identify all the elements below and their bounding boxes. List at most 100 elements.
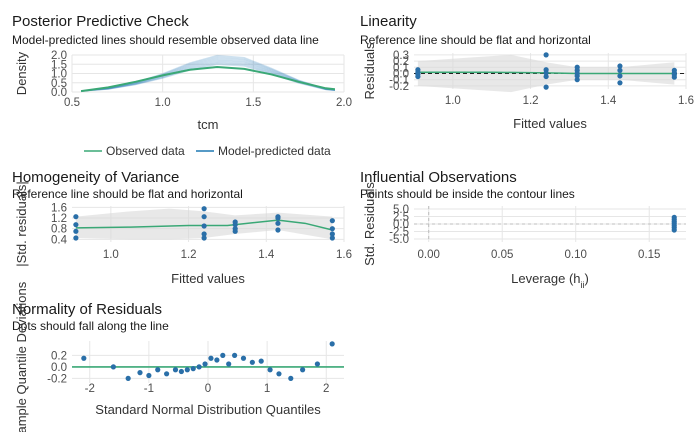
homogeneity-point <box>329 231 335 237</box>
ppc-ytick: 0.0 <box>51 87 67 99</box>
linearity-point <box>543 84 549 90</box>
linearity-point <box>617 73 623 79</box>
normality-ytick: -0.2 <box>47 373 67 385</box>
linearity-point <box>617 63 623 69</box>
homogeneity-title: Homogeneity of Variance <box>12 169 179 186</box>
normality-point <box>329 341 335 347</box>
influential-ytick: 5.0 <box>393 204 409 216</box>
homogeneity-ytick: 1.2 <box>51 213 67 225</box>
normality-point <box>240 355 247 361</box>
homogeneity-xtick: 1.6 <box>336 249 352 261</box>
linearity-ytick: 0.3 <box>393 50 409 62</box>
influential-xtick: 0.10 <box>565 249 587 261</box>
ppc-ytick: 1.5 <box>51 59 67 71</box>
normality-subtitle: Dots should fall along the line <box>12 319 169 333</box>
homogeneity-ytick: 1.6 <box>51 202 67 214</box>
linearity-point <box>617 80 623 86</box>
linearity-smooth-line <box>417 71 675 75</box>
homogeneity-point <box>232 228 238 234</box>
homogeneity-point <box>275 227 281 233</box>
homogeneity-ytick: 0.4 <box>51 234 68 246</box>
linearity-point <box>543 73 549 80</box>
influential-xtick: 0.05 <box>491 249 513 261</box>
normality-ylabel: Sample Quantile Deviations <box>14 281 29 432</box>
influential-xtick: 0.00 <box>418 249 440 261</box>
influential-point <box>671 227 677 233</box>
normality-point <box>226 361 232 367</box>
linearity-ytick: 0.1 <box>393 62 409 74</box>
panel-linearity: Linearity Reference line should be flat a… <box>360 13 694 131</box>
linearity-point <box>574 73 580 79</box>
ppc-ytick: 0.5 <box>51 78 67 90</box>
influential-ytick: 0.0 <box>393 219 409 231</box>
normality-ytick: 0.0 <box>51 362 67 374</box>
normality-xtick: -2 <box>85 383 95 395</box>
linearity-point <box>574 77 580 83</box>
legend-label-model: Model-predicted data <box>218 144 331 158</box>
influential-title: Influential Observations <box>360 169 517 186</box>
homogeneity-point <box>201 235 207 241</box>
normality-point <box>276 371 282 377</box>
homogeneity-point <box>201 223 207 229</box>
homogeneity-point <box>73 214 79 220</box>
linearity-xtick: 1.6 <box>678 95 694 107</box>
linearity-xtick: 1.0 <box>445 95 461 107</box>
normality-point <box>155 367 161 373</box>
ppc-legend: Observed data Model-predicted data <box>84 144 331 158</box>
ppc-xtick: 0.5 <box>64 97 80 109</box>
linearity-ytick: -0.2 <box>389 81 409 93</box>
normality-xtick: 2 <box>323 383 329 395</box>
normality-xtick: -1 <box>144 383 154 395</box>
normality-point <box>249 359 255 365</box>
normality-point <box>214 357 220 363</box>
ppc-subtitle: Model-predicted lines should resemble ob… <box>12 33 319 47</box>
ppc-title: Posterior Predictive Check <box>12 13 189 30</box>
homogeneity-point <box>201 214 207 220</box>
linearity-xlabel: Fitted values <box>513 116 587 131</box>
homogeneity-point <box>329 226 335 232</box>
homogeneity-point <box>201 231 207 237</box>
homogeneity-xlabel: Fitted values <box>171 271 245 286</box>
normality-point <box>146 372 152 379</box>
homogeneity-point <box>275 220 281 226</box>
normality-point <box>110 364 116 370</box>
homogeneity-point <box>201 206 207 212</box>
homogeneity-point <box>329 235 335 241</box>
ppc-model-line <box>81 63 335 92</box>
ppc-xtick: 1.5 <box>245 97 261 109</box>
linearity-point <box>543 52 549 58</box>
ppc-ylabel: Density <box>14 51 29 95</box>
normality-point <box>220 352 226 358</box>
homogeneity-xtick: 1.0 <box>103 249 119 261</box>
linearity-ytick: 0.0 <box>393 68 409 80</box>
linearity-point <box>671 74 677 80</box>
influential-ytick: -5.0 <box>389 234 409 246</box>
normality-point <box>125 375 131 381</box>
normality-point <box>164 371 170 377</box>
influential-xlabel: Leverage (hii) <box>511 271 589 290</box>
influential-ytick: -2.5 <box>389 227 409 239</box>
legend-label-observed: Observed data <box>106 144 185 158</box>
homogeneity-ytick: 0.8 <box>51 224 67 236</box>
influential-xtick: 0.15 <box>638 249 660 261</box>
homogeneity-ylabel: |Std. residuals| <box>14 181 29 267</box>
normality-point <box>178 368 184 375</box>
linearity-title: Linearity <box>360 13 417 30</box>
homogeneity-xtick: 1.2 <box>181 249 197 261</box>
linearity-ytick: -0.1 <box>389 75 409 87</box>
normality-ytick: 0.2 <box>51 350 67 362</box>
linearity-ytick: 0.2 <box>393 56 409 68</box>
ppc-xtick: 2.0 <box>336 97 352 109</box>
ppc-xlabel: tcm <box>198 117 219 132</box>
influential-subtitle: Points should be inside the contour line… <box>360 187 575 201</box>
normality-xlabel: Standard Normal Distribution Quantiles <box>95 402 321 417</box>
normality-xtick: 0 <box>205 383 211 395</box>
normality-point <box>190 366 196 372</box>
influential-ytick: 2.5 <box>393 212 409 224</box>
ppc-xtick: 1.0 <box>155 97 171 109</box>
linearity-subtitle: Reference line should be flat and horizo… <box>360 33 591 47</box>
